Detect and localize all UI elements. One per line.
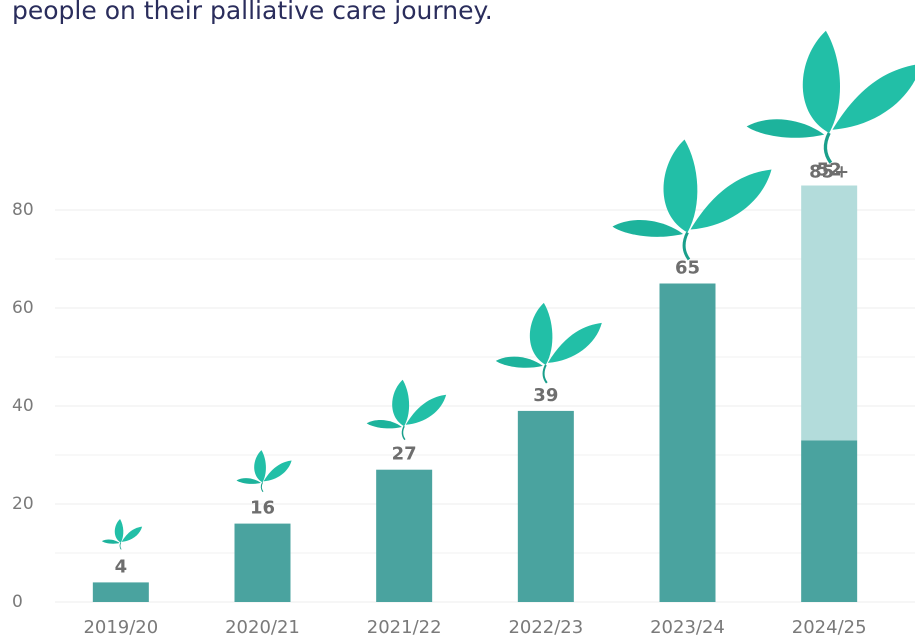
x-tick-label: 2021/22 bbox=[367, 617, 442, 638]
butterfly-wing bbox=[263, 460, 292, 482]
butterfly-body bbox=[401, 425, 406, 441]
butterfly-wing bbox=[236, 478, 261, 484]
value-label: 52 bbox=[817, 160, 842, 181]
x-tick-label: 2020/21 bbox=[225, 617, 300, 638]
butterfly-wing bbox=[495, 356, 543, 368]
butterfly bbox=[612, 139, 772, 261]
bar bbox=[376, 469, 433, 602]
y-tick-label: 20 bbox=[12, 494, 34, 514]
x-tick-label: 2022/23 bbox=[508, 617, 583, 638]
x-tick-label: 2023/24 bbox=[650, 617, 725, 638]
butterfly bbox=[366, 379, 447, 441]
butterfly-body bbox=[542, 364, 548, 384]
butterfly-wing bbox=[832, 64, 915, 130]
butterfly bbox=[495, 302, 602, 384]
butterfly-wing bbox=[121, 526, 143, 542]
value-label: 39 bbox=[533, 385, 558, 406]
butterfly-wing bbox=[366, 419, 402, 429]
butterfly bbox=[746, 30, 915, 164]
butterfly-wing bbox=[802, 30, 841, 133]
butterfly-wing bbox=[690, 169, 772, 230]
bar bbox=[234, 523, 291, 602]
y-tick-label: 60 bbox=[12, 298, 34, 318]
butterfly-wing bbox=[101, 539, 120, 544]
butterfly-wing bbox=[529, 302, 553, 365]
bar bbox=[801, 440, 858, 602]
butterfly-body bbox=[119, 542, 122, 550]
y-tick-label: 40 bbox=[12, 396, 34, 416]
x-tick-label: 2019/20 bbox=[83, 617, 158, 638]
butterfly-wing bbox=[405, 394, 447, 425]
butterfly-wing bbox=[254, 450, 266, 483]
bar bbox=[659, 283, 716, 602]
butterfly-body bbox=[682, 231, 691, 261]
butterfly-wing bbox=[663, 139, 698, 233]
butterfly-body bbox=[823, 132, 833, 164]
bar bbox=[92, 582, 149, 602]
butterfly-wing bbox=[114, 519, 124, 543]
value-label: 65 bbox=[675, 258, 700, 279]
y-tick-label: 80 bbox=[12, 200, 34, 220]
bar bbox=[517, 410, 574, 602]
butterfly bbox=[236, 450, 292, 493]
value-label: 27 bbox=[392, 444, 417, 465]
bar bbox=[801, 185, 858, 441]
value-label: 16 bbox=[250, 498, 275, 519]
butterfly-wing bbox=[392, 379, 410, 427]
value-label: 4 bbox=[115, 556, 128, 577]
y-tick-label: 0 bbox=[12, 592, 23, 612]
butterfly-wing bbox=[746, 119, 825, 138]
butterfly-wing bbox=[612, 220, 683, 237]
butterfly-body bbox=[260, 482, 264, 493]
total-label: 85+ bbox=[809, 162, 849, 183]
butterfly bbox=[101, 519, 143, 550]
chart-title: people on their palliative care journey. bbox=[12, 0, 493, 25]
x-tick-label: 2024/25 bbox=[792, 617, 867, 638]
butterfly-wing bbox=[547, 322, 602, 363]
